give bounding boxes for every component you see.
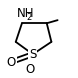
Text: O: O	[6, 56, 16, 68]
Text: O: O	[25, 63, 34, 76]
Text: 2: 2	[26, 13, 31, 22]
Text: S: S	[29, 48, 37, 61]
Text: NH: NH	[17, 7, 35, 20]
